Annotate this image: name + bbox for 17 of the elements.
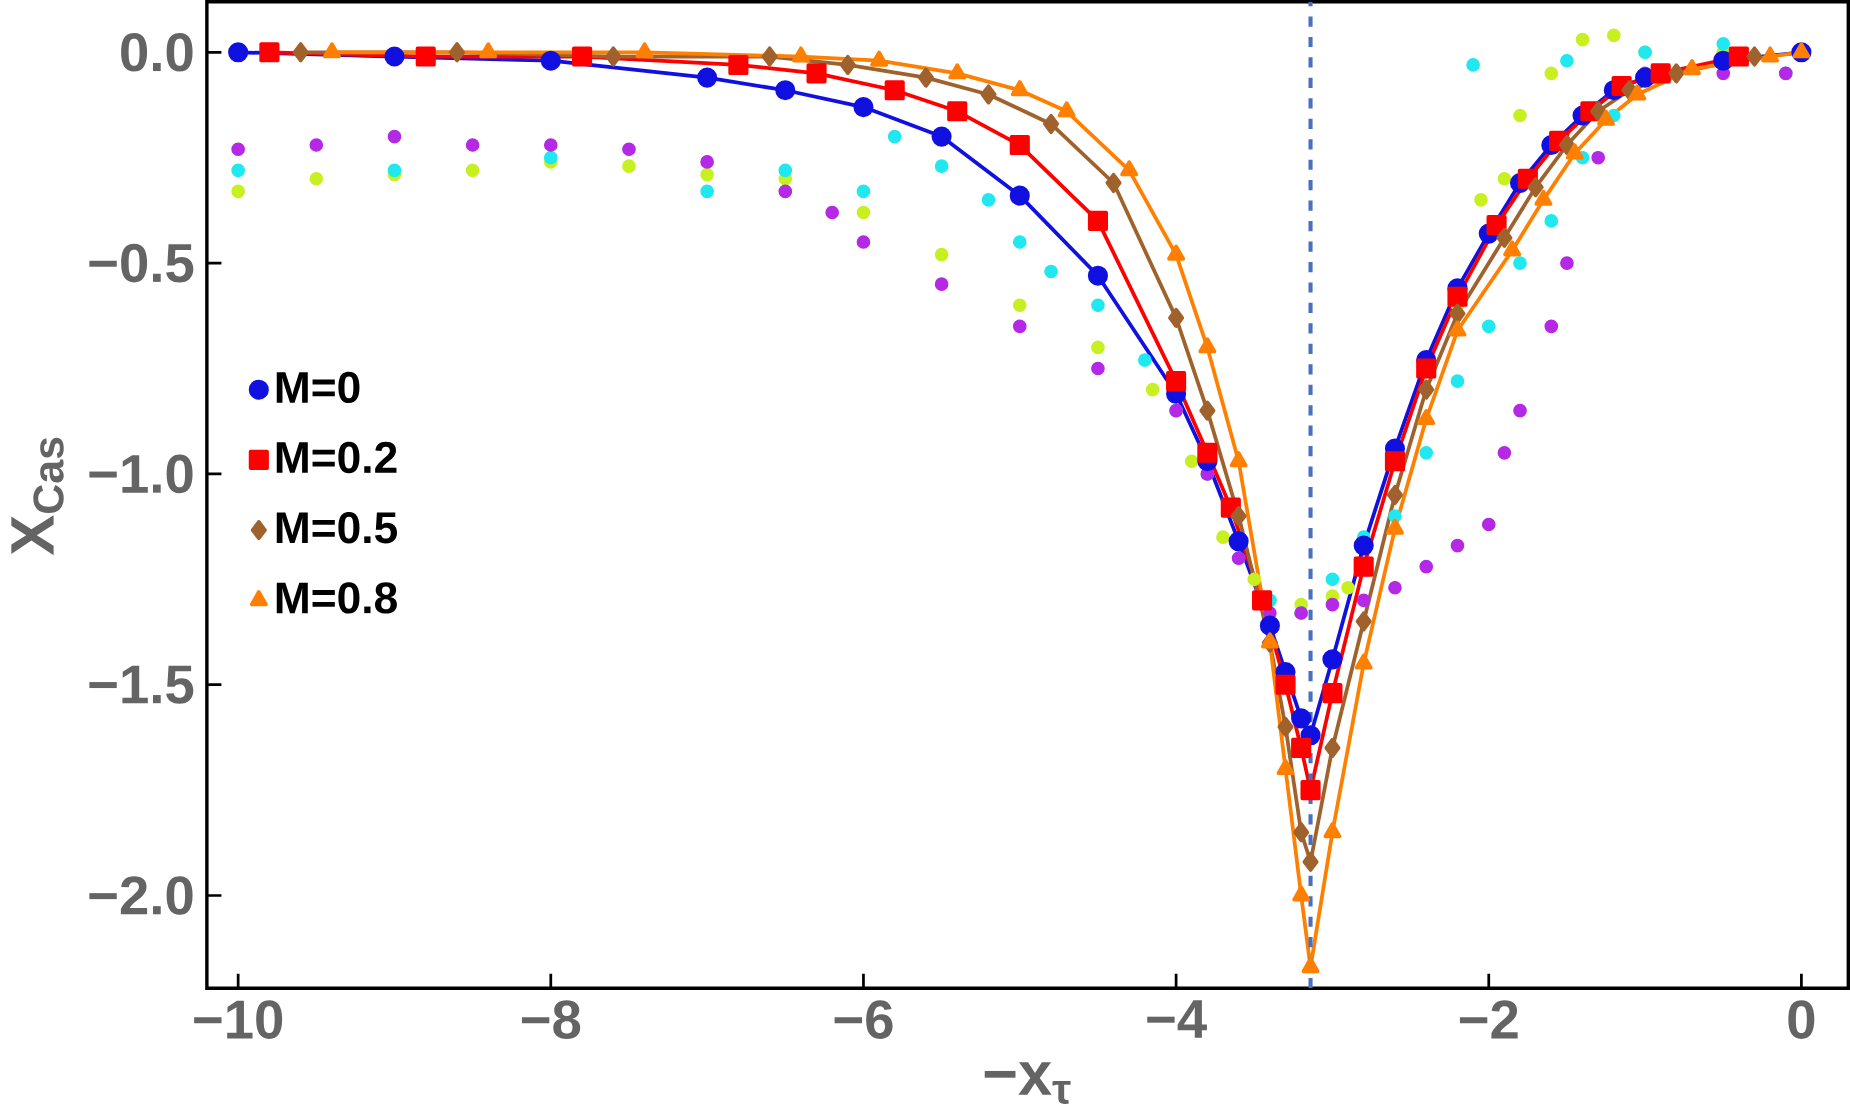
x-tick-label: −2	[1459, 1000, 1518, 1039]
x-tick-label: −8	[521, 1000, 581, 1039]
legend-label: M=0.8	[276, 581, 397, 614]
x-tick-label: 0	[1788, 1000, 1815, 1039]
y-tick-label: 0.0	[121, 32, 193, 72]
legend-label: M=0.5	[276, 511, 398, 544]
x-tick-label: −6	[834, 1000, 893, 1039]
y-tick-label: −1.5	[89, 665, 194, 704]
y-axis-title: X$_{Cas}$	[11, 437, 64, 555]
x-axis-title: −x$_{τ}$	[984, 1062, 1071, 1104]
legend-label: M=0.2	[276, 441, 397, 474]
x-tick-label: −10	[194, 1000, 283, 1039]
y-tick-label: −0.5	[89, 243, 194, 283]
x-tick-label: −4	[1147, 1000, 1207, 1038]
y-tick-label: −1.0	[89, 454, 193, 494]
y-tick-label: −2.0	[89, 876, 193, 915]
legend-label: M=0	[276, 371, 360, 403]
